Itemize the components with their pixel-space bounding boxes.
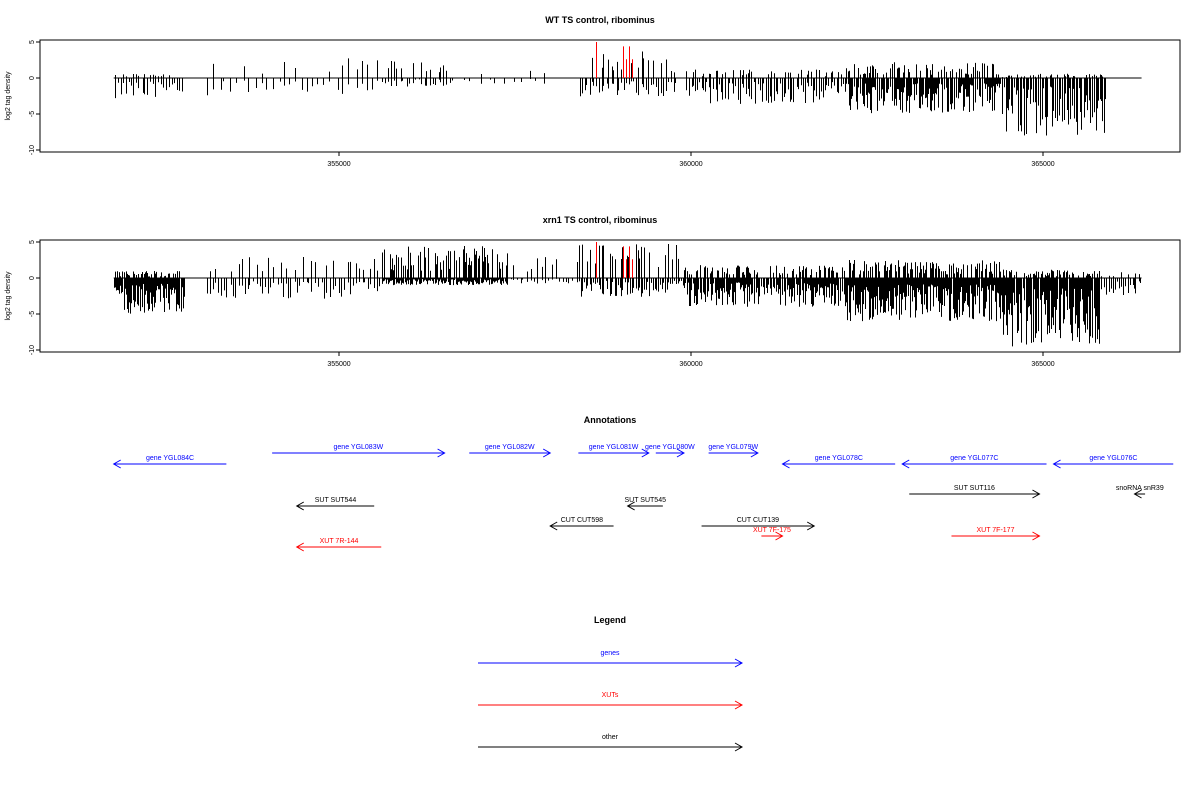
legend-title: Legend bbox=[594, 615, 626, 625]
feature-arrowhead bbox=[626, 501, 635, 511]
feature-sut-sut116: SUT SUT116 bbox=[909, 485, 1041, 499]
feature-arrowhead bbox=[549, 521, 558, 531]
feature-arrowhead bbox=[295, 542, 305, 552]
feature-label: SUT SUT544 bbox=[315, 497, 357, 504]
feature-gene-ygl077c: gene YGL077C bbox=[901, 455, 1047, 469]
feature-label: gene YGL077C bbox=[950, 455, 998, 462]
y-tick-label: -5 bbox=[29, 111, 36, 117]
y-tick-label: 0 bbox=[29, 76, 36, 80]
feature-arrowhead bbox=[775, 531, 784, 541]
feature-label: XUT 7F-177 bbox=[976, 527, 1014, 534]
legend-item-label: genes bbox=[600, 650, 620, 657]
feature-xut-7r-144: XUT 7R-144 bbox=[295, 538, 382, 552]
x-tick-label: 365000 bbox=[1031, 161, 1054, 168]
legend-item-xuts: XUTs bbox=[478, 692, 744, 710]
feature-cut-cut598: CUT CUT598 bbox=[549, 517, 614, 531]
feature-gene-ygl076c: gene YGL076C bbox=[1052, 455, 1174, 469]
feature-label: XUT 7R-144 bbox=[320, 538, 359, 545]
density-bars bbox=[115, 51, 1106, 136]
annotations-panel: Annotations gene YGL084C gene YGL083W gene … bbox=[112, 415, 1174, 552]
legend-arrowhead bbox=[734, 658, 744, 668]
feature-label: gene YGL078C bbox=[815, 455, 863, 462]
feature-label: gene YGL076C bbox=[1089, 455, 1137, 462]
feature-arrowhead bbox=[112, 459, 121, 469]
feature-snorna-snr39: snoRNA snR39 bbox=[1116, 485, 1164, 499]
y-tick-label: -10 bbox=[29, 345, 36, 355]
y-tick-label: -10 bbox=[29, 145, 36, 155]
chart-panel-2: xrn1 TS control, ribominus log2 tag densi… bbox=[5, 215, 1181, 368]
legend-arrowhead bbox=[734, 742, 744, 752]
feature-arrowhead bbox=[676, 448, 685, 458]
feature-sut-sut545: SUT SUT545 bbox=[624, 497, 666, 511]
feature-arrowhead bbox=[750, 448, 759, 458]
legend-arrowhead bbox=[734, 700, 744, 710]
feature-arrowhead bbox=[781, 459, 790, 469]
legend-item-label: XUTs bbox=[602, 692, 619, 699]
feature-label: gene YGL080W bbox=[645, 444, 695, 451]
x-tick-label: 355000 bbox=[327, 161, 350, 168]
feature-arrowhead bbox=[437, 448, 446, 458]
y-axis-label: log2 tag density bbox=[5, 71, 12, 121]
feature-xut-7f-175: XUT 7F-175 bbox=[753, 527, 791, 541]
feature-arrowhead bbox=[901, 459, 910, 469]
feature-gene-ygl081w: gene YGL081W bbox=[578, 444, 650, 458]
feature-label: CUT CUT598 bbox=[561, 517, 603, 524]
feature-label: gene YGL081W bbox=[589, 444, 639, 451]
y-axis-label: log2 tag density bbox=[5, 271, 12, 321]
y-tick-label: -5 bbox=[29, 311, 36, 317]
x-tick-label: 365000 bbox=[1031, 361, 1054, 368]
density-bars bbox=[114, 244, 1141, 347]
x-tick-label: 360000 bbox=[679, 161, 702, 168]
feature-arrowhead bbox=[1032, 531, 1041, 541]
feature-xut-7f-177: XUT 7F-177 bbox=[951, 527, 1041, 541]
y-tick-label: 0 bbox=[29, 276, 36, 280]
feature-label: SUT SUT545 bbox=[624, 497, 666, 504]
feature-label: SUT SUT116 bbox=[954, 485, 995, 492]
feature-label: XUT 7F-175 bbox=[753, 527, 791, 534]
plot-frame bbox=[39, 39, 1181, 153]
legend-item-other: other bbox=[478, 734, 744, 752]
x-tick-label: 355000 bbox=[327, 361, 350, 368]
y-tick-label: 5 bbox=[29, 40, 36, 44]
feature-arrowhead bbox=[641, 448, 650, 458]
feature-arrowhead bbox=[806, 521, 816, 531]
chart-title: xrn1 TS control, ribominus bbox=[543, 215, 658, 225]
feature-label: CUT CUT139 bbox=[737, 517, 779, 524]
y-tick-label: 5 bbox=[29, 240, 36, 244]
x-tick-label: 360000 bbox=[679, 361, 702, 368]
feature-arrowhead bbox=[1032, 489, 1041, 499]
feature-label: gene YGL083W bbox=[334, 444, 384, 451]
feature-arrowhead bbox=[295, 501, 305, 511]
feature-label: gene YGL082W bbox=[485, 444, 535, 451]
chart-title: WT TS control, ribominus bbox=[545, 15, 655, 25]
plot-frame bbox=[39, 239, 1181, 353]
feature-gene-ygl083w: gene YGL083W bbox=[272, 444, 446, 458]
feature-cut-cut139: CUT CUT139 bbox=[701, 517, 816, 531]
feature-label: snoRNA snR39 bbox=[1116, 485, 1164, 492]
annotations-title: Annotations bbox=[584, 415, 637, 425]
feature-gene-ygl080w: gene YGL080W bbox=[645, 444, 695, 458]
chart-panel-1: WT TS control, ribominus log2 tag density… bbox=[5, 15, 1181, 168]
feature-arrowhead bbox=[542, 448, 552, 458]
feature-gene-ygl084c: gene YGL084C bbox=[112, 455, 227, 469]
feature-arrowhead bbox=[1052, 459, 1061, 469]
feature-arrowhead bbox=[1133, 489, 1142, 499]
feature-label: gene YGL079W bbox=[708, 444, 758, 451]
feature-gene-ygl079w: gene YGL079W bbox=[708, 444, 759, 458]
feature-gene-ygl082w: gene YGL082W bbox=[469, 444, 552, 458]
feature-gene-ygl078c: gene YGL078C bbox=[781, 455, 896, 469]
feature-label: gene YGL084C bbox=[146, 455, 194, 462]
legend-item-label: other bbox=[602, 734, 619, 741]
feature-sut-sut544: SUT SUT544 bbox=[295, 497, 375, 511]
legend: Legend genes XUTs other bbox=[478, 615, 744, 752]
legend-item-genes: genes bbox=[478, 650, 744, 668]
